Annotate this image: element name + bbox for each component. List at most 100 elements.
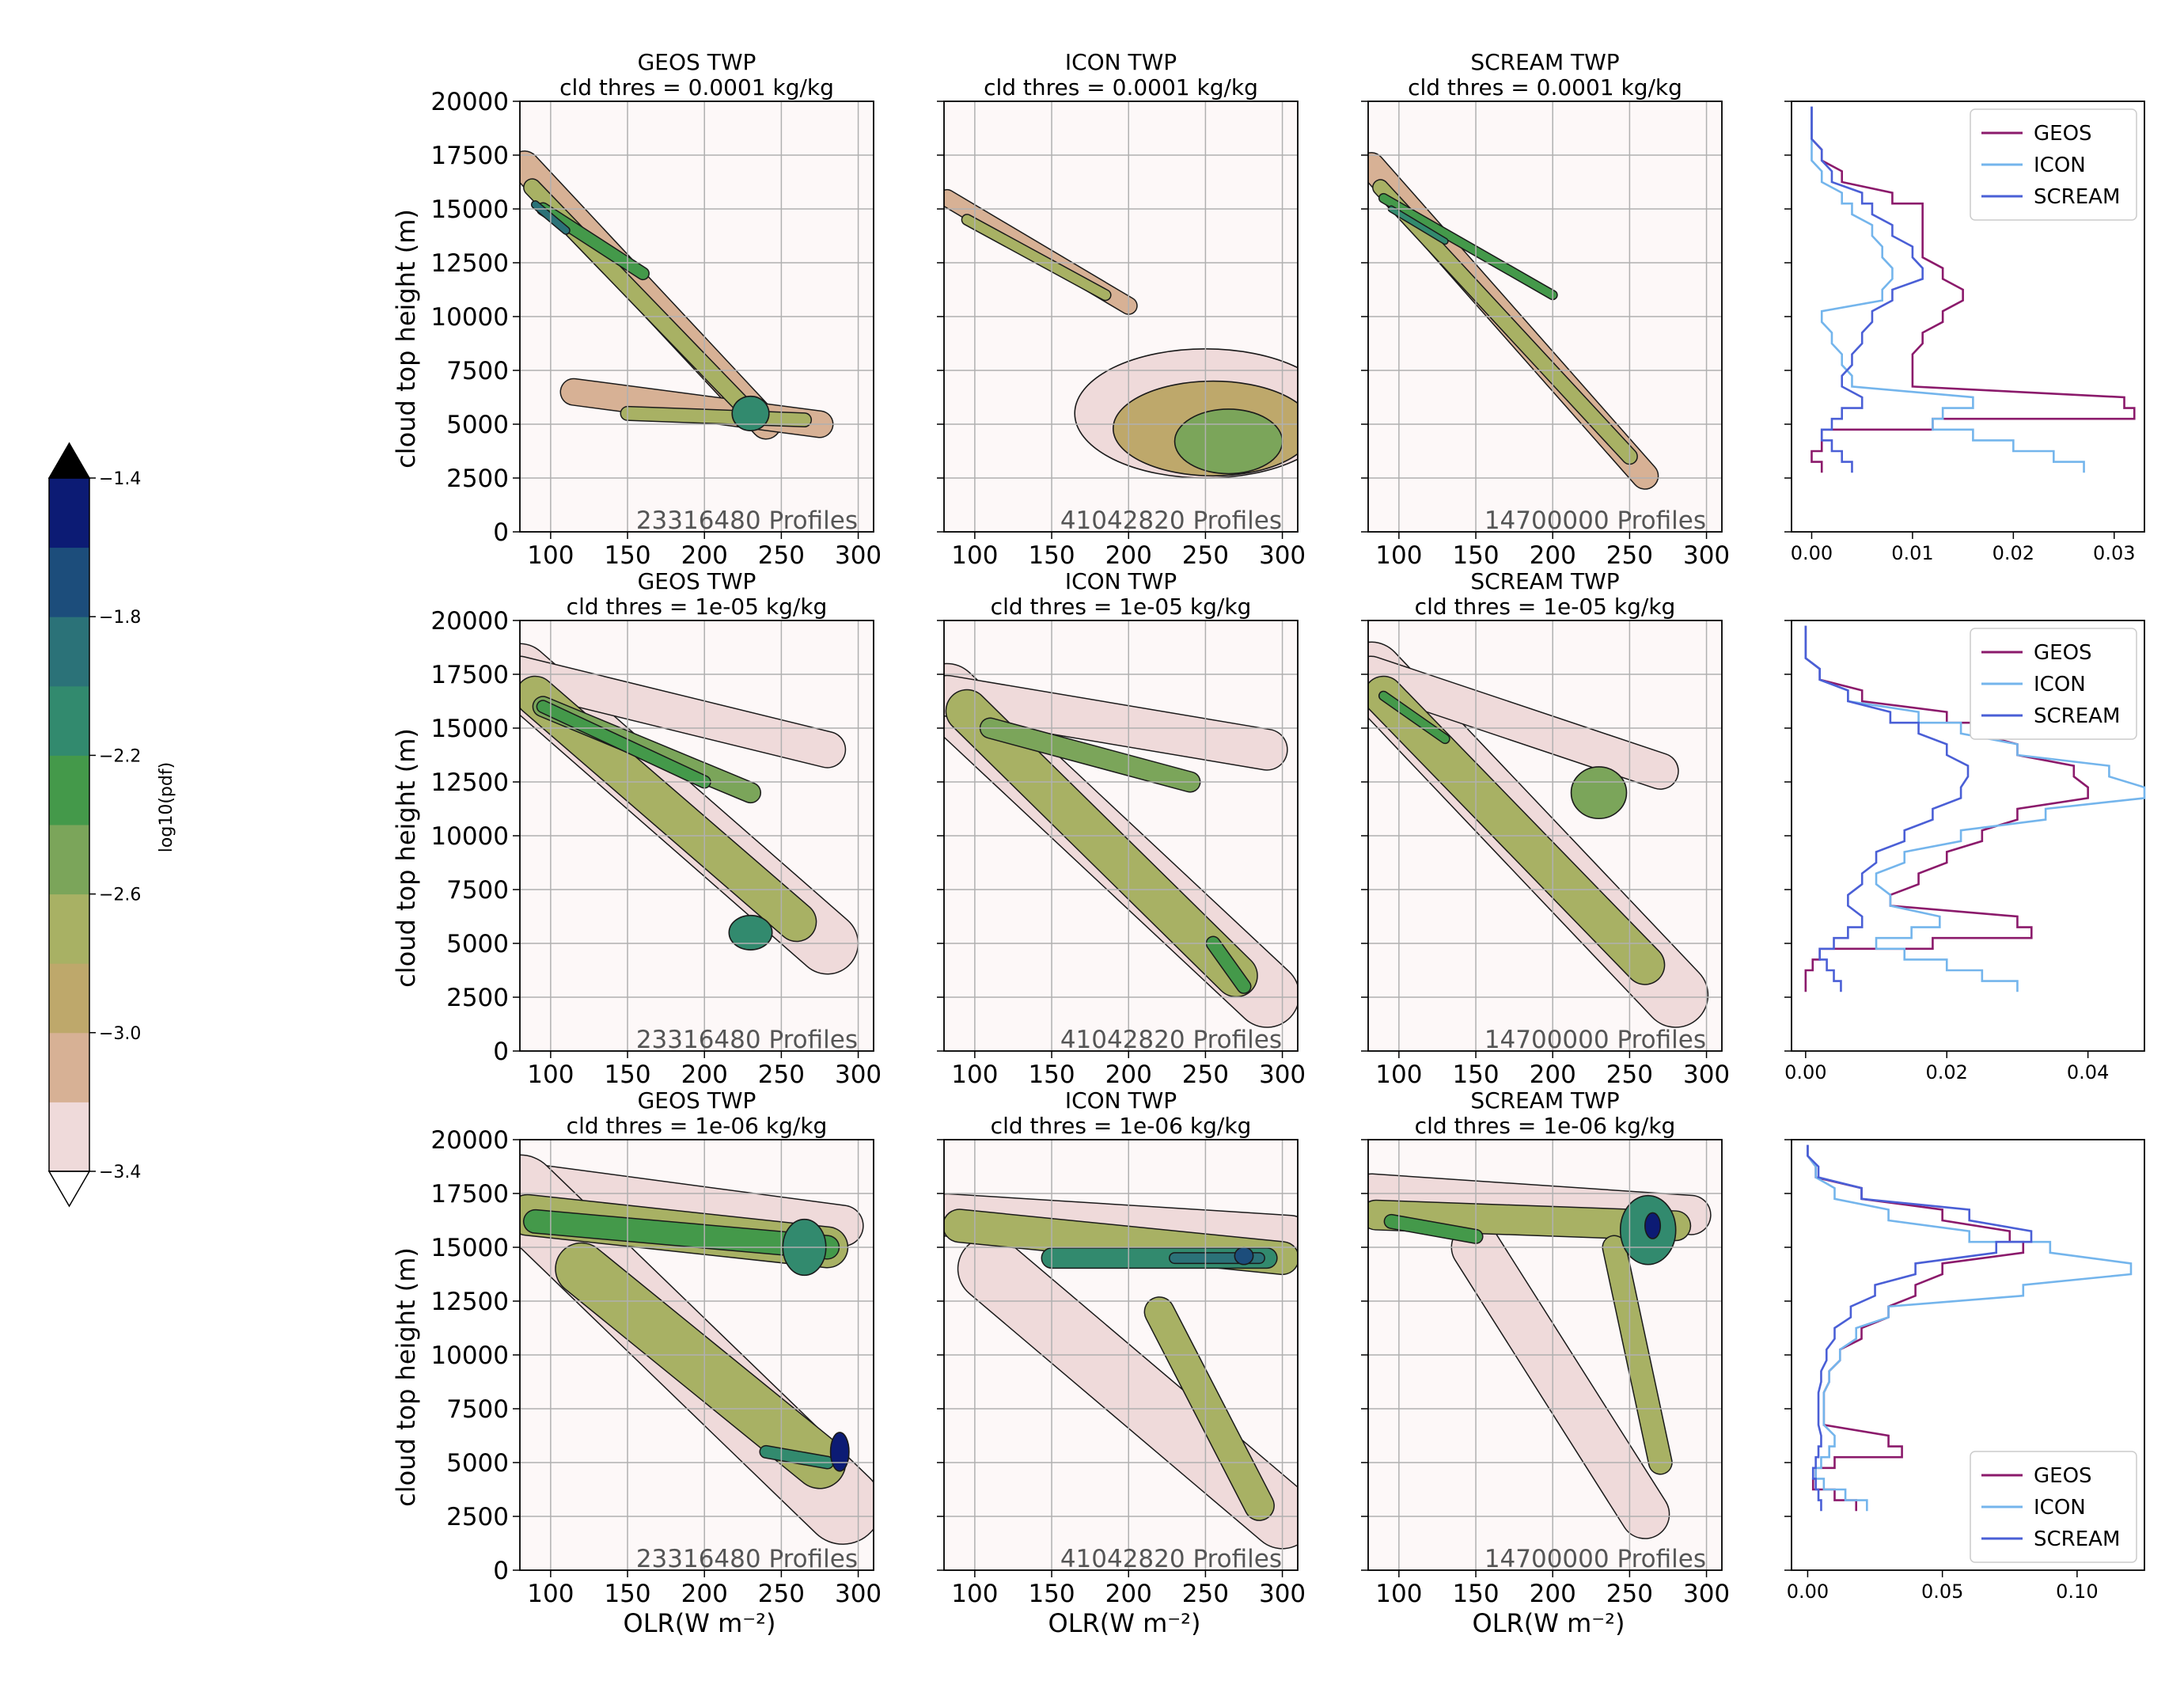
panel-geos-row-1: 100 150 200 250 300 0 2500 5000 7500 10000 12500 15… xyxy=(430,49,882,570)
grid xyxy=(944,620,1298,1052)
contour-region xyxy=(537,700,711,787)
colorbar-extend-max xyxy=(47,442,91,479)
x-tick-label: 250 xyxy=(1606,1580,1653,1608)
contour-region xyxy=(1389,207,1448,244)
y-tick-label: 17500 xyxy=(430,1180,509,1209)
x-axis-label-col-1: OLR(W m⁻²) xyxy=(624,1608,776,1638)
contour-region xyxy=(1234,1247,1254,1265)
colorbar-tick-label: −2.6 xyxy=(99,886,141,905)
panel-geos-row-2: 100 150 200 250 300 0 2500 5000 7500 10000 12500 15… xyxy=(430,568,882,1089)
contour-region xyxy=(1570,766,1628,820)
contour-region xyxy=(1368,657,1678,789)
x-tick-label: 0.00 xyxy=(1787,1580,1829,1603)
legend-label: GEOS xyxy=(2034,641,2092,665)
x-tick-label: 250 xyxy=(1182,1061,1229,1089)
colorbar: −3.4 −3.0 −2.6 −2.2 −1.8 −1.4 xyxy=(47,442,141,1208)
y-tick-label: 20000 xyxy=(430,1126,509,1155)
colorbar-tick-label: −1.4 xyxy=(99,469,141,489)
contour-region xyxy=(1379,194,1557,299)
y-tick-label: 17500 xyxy=(430,661,509,689)
legend: GEOS ICON SCREAM xyxy=(1970,628,2137,740)
panel-title: ICON TWP xyxy=(1065,568,1177,594)
y-tick-label: 15000 xyxy=(430,195,509,224)
histogram-line-geos xyxy=(1811,106,2136,473)
histogram-line-scream xyxy=(1807,1144,2033,1512)
histogram-line-icon xyxy=(1811,106,2085,473)
profile-count: 23316480 Profiles xyxy=(636,1026,858,1054)
colorbar-band-10 xyxy=(49,478,89,548)
profile-count: 41042820 Profiles xyxy=(1060,1545,1282,1573)
x-tick-label: 300 xyxy=(1259,541,1306,570)
legend-label: GEOS xyxy=(2034,122,2092,146)
y-tick-label: 0 xyxy=(493,518,509,547)
contour-fill xyxy=(1368,1173,1712,1539)
y-tick-label: 0 xyxy=(493,1557,509,1585)
x-tick-label: 100 xyxy=(527,1580,574,1608)
legend-label: SCREAM xyxy=(2034,1527,2120,1551)
histogram-row-3: 0.00 0.05 0.10 GEOS ICON SCREAM xyxy=(1784,1139,2145,1603)
y-tick-label: 7500 xyxy=(446,1395,509,1424)
panel-threshold: cld thres = 1e-06 kg/kg xyxy=(1415,1113,1676,1139)
contour-region xyxy=(946,690,1257,996)
panel-title: SCREAM TWP xyxy=(1470,568,1619,594)
legend: GEOS ICON SCREAM xyxy=(1970,108,2137,221)
x-tick-label: 100 xyxy=(951,1580,998,1608)
x-tick-label: 300 xyxy=(1259,1061,1306,1089)
y-axis-label-row-3: cloud top height (m) xyxy=(391,1247,421,1507)
y-tick-label: 20000 xyxy=(430,607,509,636)
x-tick-label: 300 xyxy=(1259,1580,1306,1608)
x-tick-label: 100 xyxy=(951,1061,998,1089)
panel-threshold: cld thres = 1e-05 kg/kg xyxy=(567,594,828,620)
profile-count: 23316480 Profiles xyxy=(636,507,858,535)
legend-label: ICON xyxy=(2034,1496,2086,1520)
legend-label: SCREAM xyxy=(2034,185,2120,209)
panel-threshold: cld thres = 1e-06 kg/kg xyxy=(991,1113,1252,1139)
x-tick-label: 0.00 xyxy=(1791,542,1833,564)
contour-region xyxy=(1207,937,1250,993)
colorbar-tick-label: −3.0 xyxy=(99,1024,141,1044)
x-tick-label: 100 xyxy=(527,541,574,570)
x-tick-label: 150 xyxy=(1028,1061,1075,1089)
x-tick-label: 300 xyxy=(1683,541,1730,570)
profile-count: 14700000 Profiles xyxy=(1484,1545,1706,1573)
panel-title: GEOS TWP xyxy=(638,1087,756,1114)
histogram-row-2: 0.00 0.02 0.04 GEOS ICON SCREAM xyxy=(1784,620,2146,1083)
x-tick-label: 150 xyxy=(1028,1580,1075,1608)
colorbar-band-3 xyxy=(49,963,89,1034)
x-tick-label: 0.10 xyxy=(2056,1580,2098,1603)
x-tick-label: 200 xyxy=(1105,1580,1152,1608)
colorbar-band-4 xyxy=(49,894,89,964)
x-tick-label: 250 xyxy=(758,1061,805,1089)
y-tick-label: 12500 xyxy=(430,1288,509,1316)
x-tick-label: 300 xyxy=(1683,1580,1730,1608)
panel-title: GEOS TWP xyxy=(638,568,756,594)
panel-title: SCREAM TWP xyxy=(1470,1087,1619,1114)
x-tick-label: 150 xyxy=(1452,541,1499,570)
y-tick-label: 10000 xyxy=(430,1341,509,1370)
y-tick-label: 7500 xyxy=(446,876,509,905)
colorbar-band-8 xyxy=(49,617,89,687)
x-tick-label: 200 xyxy=(1530,1580,1576,1608)
histogram-line-scream xyxy=(1811,106,1924,473)
contour-fill xyxy=(944,662,1298,1028)
x-tick-label: 0.00 xyxy=(1784,1061,1826,1083)
y-tick-label: 2500 xyxy=(446,984,509,1012)
contour-region xyxy=(944,676,1287,770)
legend-label: ICON xyxy=(2034,673,2086,696)
colorbar-band-7 xyxy=(49,685,89,756)
x-tick-label: 200 xyxy=(1105,541,1152,570)
profile-count: 14700000 Profiles xyxy=(1484,1026,1706,1054)
y-tick-label: 0 xyxy=(493,1038,509,1066)
x-tick-label: 200 xyxy=(681,1580,728,1608)
contour-region xyxy=(1379,692,1450,743)
x-tick-label: 100 xyxy=(1375,541,1422,570)
x-tick-label: 150 xyxy=(1028,541,1075,570)
contour-region xyxy=(1385,1215,1483,1243)
contour-region xyxy=(980,719,1200,791)
colorbar-label: log10(pdf) xyxy=(157,762,176,852)
contour-region xyxy=(520,1163,863,1246)
x-tick-label: 150 xyxy=(1452,1061,1499,1089)
x-tick-label: 0.03 xyxy=(2093,542,2135,564)
